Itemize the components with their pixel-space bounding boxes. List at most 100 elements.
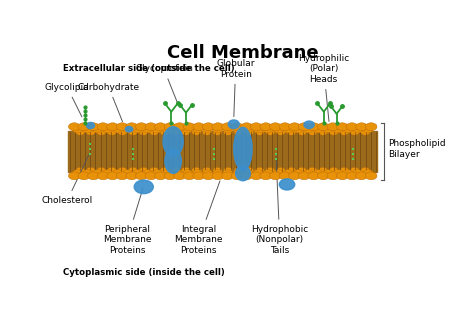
Circle shape	[329, 129, 338, 135]
Circle shape	[202, 123, 214, 131]
Circle shape	[287, 167, 296, 173]
Text: Peripheral
Membrane
Proteins: Peripheral Membrane Proteins	[103, 188, 152, 255]
Circle shape	[97, 172, 109, 180]
Circle shape	[164, 172, 176, 180]
Ellipse shape	[125, 126, 133, 132]
Circle shape	[182, 129, 190, 135]
Circle shape	[273, 126, 283, 133]
Circle shape	[202, 167, 211, 173]
Circle shape	[333, 126, 343, 133]
Circle shape	[363, 170, 373, 176]
Circle shape	[136, 172, 147, 180]
Circle shape	[171, 129, 180, 135]
Circle shape	[318, 123, 329, 131]
Text: Hydrophobic
(Nonpolar)
Tails: Hydrophobic (Nonpolar) Tails	[251, 157, 308, 255]
Circle shape	[192, 129, 201, 135]
Circle shape	[76, 167, 84, 173]
Circle shape	[150, 167, 158, 173]
Text: Integral
Membrane
Proteins: Integral Membrane Proteins	[174, 181, 223, 255]
Circle shape	[234, 129, 243, 135]
Circle shape	[233, 126, 243, 133]
Circle shape	[293, 126, 303, 133]
Circle shape	[132, 126, 143, 133]
Circle shape	[319, 167, 328, 173]
Circle shape	[327, 123, 339, 131]
Circle shape	[276, 167, 285, 173]
Circle shape	[183, 172, 195, 180]
Circle shape	[276, 129, 285, 135]
Circle shape	[241, 172, 253, 180]
Circle shape	[145, 172, 157, 180]
Circle shape	[139, 129, 148, 135]
Circle shape	[318, 172, 329, 180]
Circle shape	[224, 129, 232, 135]
Circle shape	[116, 123, 128, 131]
Ellipse shape	[236, 166, 250, 181]
Circle shape	[260, 123, 272, 131]
Ellipse shape	[234, 127, 252, 170]
Circle shape	[365, 123, 377, 131]
Circle shape	[298, 172, 310, 180]
Text: Hydrophilic
(Polar)
Heads: Hydrophilic (Polar) Heads	[298, 54, 349, 122]
Circle shape	[145, 123, 157, 131]
Circle shape	[192, 167, 201, 173]
Circle shape	[353, 126, 363, 133]
Circle shape	[182, 167, 190, 173]
Circle shape	[155, 123, 166, 131]
Bar	[68, 131, 377, 172]
Circle shape	[112, 126, 122, 133]
Circle shape	[343, 170, 353, 176]
Circle shape	[139, 167, 148, 173]
Ellipse shape	[134, 180, 153, 194]
Circle shape	[337, 123, 348, 131]
Circle shape	[303, 170, 313, 176]
Circle shape	[78, 123, 90, 131]
Circle shape	[173, 170, 182, 176]
Text: Carbohydrate: Carbohydrate	[78, 83, 140, 122]
Circle shape	[150, 129, 158, 135]
Circle shape	[160, 129, 169, 135]
Circle shape	[323, 126, 333, 133]
Circle shape	[88, 123, 100, 131]
Circle shape	[350, 129, 359, 135]
Circle shape	[255, 167, 264, 173]
Circle shape	[108, 129, 116, 135]
Circle shape	[108, 167, 116, 173]
Circle shape	[346, 123, 358, 131]
Circle shape	[68, 123, 80, 131]
Circle shape	[327, 172, 339, 180]
Circle shape	[222, 172, 233, 180]
Circle shape	[250, 123, 262, 131]
Circle shape	[212, 123, 224, 131]
Circle shape	[212, 172, 224, 180]
Circle shape	[183, 123, 195, 131]
Circle shape	[250, 172, 262, 180]
Circle shape	[192, 126, 203, 133]
Circle shape	[343, 126, 353, 133]
Circle shape	[92, 170, 102, 176]
Circle shape	[193, 172, 205, 180]
Circle shape	[126, 123, 137, 131]
Circle shape	[361, 167, 370, 173]
Circle shape	[283, 170, 293, 176]
Circle shape	[350, 167, 359, 173]
Circle shape	[319, 129, 328, 135]
Circle shape	[224, 167, 232, 173]
Circle shape	[116, 172, 128, 180]
Circle shape	[193, 123, 205, 131]
Circle shape	[308, 167, 317, 173]
Circle shape	[263, 126, 273, 133]
Circle shape	[289, 123, 301, 131]
Circle shape	[233, 170, 243, 176]
Circle shape	[263, 170, 273, 176]
Ellipse shape	[86, 122, 94, 129]
Circle shape	[163, 170, 173, 176]
Circle shape	[88, 172, 100, 180]
Circle shape	[203, 170, 213, 176]
Circle shape	[126, 172, 137, 180]
Circle shape	[107, 123, 118, 131]
Circle shape	[118, 129, 127, 135]
Text: Extracellular side (outside the cell): Extracellular side (outside the cell)	[63, 64, 235, 73]
Circle shape	[266, 129, 274, 135]
Circle shape	[213, 126, 223, 133]
